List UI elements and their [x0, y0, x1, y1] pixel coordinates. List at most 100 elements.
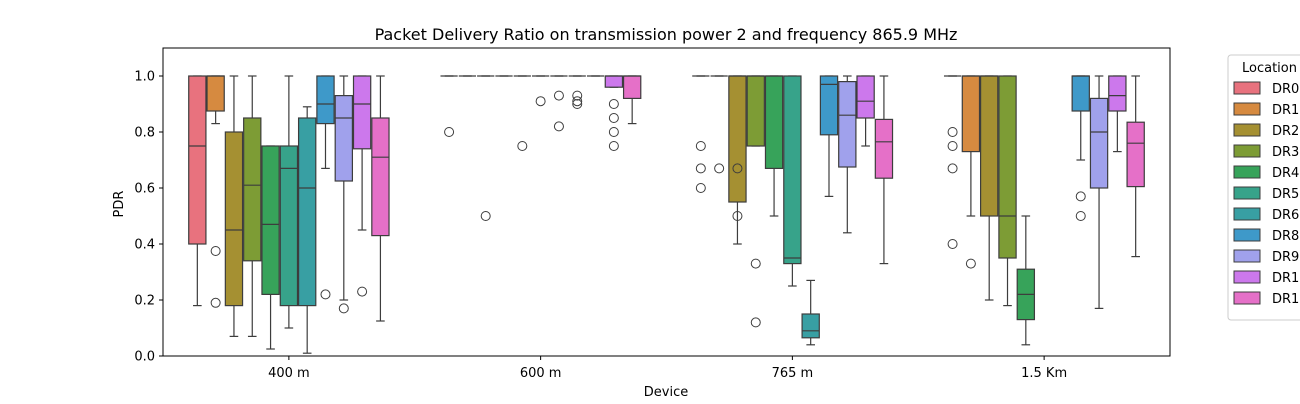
- y-tick-label: 0.2: [134, 294, 155, 309]
- legend: Location DR0 DR1 DR2 DR3 DR4 DR5 DR6 DR8 DR9 DR1 DR…: [1227, 54, 1300, 321]
- outlier-point: [947, 239, 958, 249]
- outlier-point: [947, 163, 958, 174]
- box-body: [764, 75, 784, 170]
- legend-swatch: [1233, 123, 1261, 137]
- x-tick-label: 1.5 Km: [1021, 366, 1067, 381]
- outlier-point: [714, 163, 725, 174]
- legend-label: DR4: [1272, 166, 1299, 181]
- box-body: [819, 75, 839, 136]
- outlier-point: [695, 163, 706, 174]
- box-body: [1089, 97, 1109, 189]
- outlier-point: [608, 141, 619, 151]
- outlier-point: [338, 303, 349, 314]
- legend-swatch: [1233, 207, 1261, 221]
- outlier-point: [320, 289, 331, 300]
- box-body: [838, 80, 857, 168]
- box-body: [856, 75, 875, 119]
- x-tick-label: 765 m: [772, 366, 814, 381]
- legend-label: DR6: [1272, 208, 1299, 223]
- y-tick-label: 0.4: [134, 238, 155, 253]
- outlier-point: [210, 297, 221, 308]
- legend-label: DR0: [1272, 82, 1299, 97]
- box-body: [188, 75, 207, 245]
- legend-label: DR2: [1272, 124, 1299, 139]
- legend-swatch: [1233, 81, 1261, 95]
- box-body: [316, 75, 335, 125]
- outlier-point: [732, 163, 743, 174]
- outlier-point: [750, 258, 761, 269]
- outlier-point: [517, 141, 528, 151]
- box-body: [874, 118, 894, 179]
- box-body: [352, 75, 372, 150]
- outlier-point: [947, 127, 958, 137]
- legend-swatch: [1233, 186, 1261, 200]
- legend-swatch: [1233, 249, 1261, 263]
- box-body: [1071, 75, 1090, 112]
- legend-swatch: [1233, 270, 1261, 284]
- legend-label: DR5: [1272, 187, 1299, 202]
- legend-label: DR3: [1272, 145, 1299, 160]
- outlier-point: [553, 121, 564, 132]
- y-tick-label: 0.0: [134, 350, 155, 365]
- box-body: [1126, 121, 1145, 188]
- box-body: [728, 75, 747, 203]
- outlier-point: [608, 127, 619, 137]
- box-body: [279, 145, 299, 307]
- outlier-point: [210, 246, 221, 256]
- legend-label: DR1: [1272, 292, 1299, 307]
- box-body: [622, 75, 642, 99]
- box-body: [261, 145, 280, 295]
- outlier-point: [480, 211, 491, 221]
- outlier-point: [553, 90, 564, 101]
- y-tick-label: 0.6: [134, 182, 155, 197]
- legend-swatch: [1233, 144, 1261, 158]
- outlier-point: [947, 141, 958, 151]
- outlier-point: [1075, 191, 1086, 202]
- legend-label: DR1: [1272, 103, 1299, 118]
- box-body: [746, 75, 765, 147]
- y-tick-label: 1.0: [134, 70, 155, 85]
- box-body: [979, 75, 999, 217]
- outlier-point: [750, 317, 761, 328]
- box-body: [297, 117, 317, 307]
- axes-frame: [162, 47, 1171, 357]
- legend-label: DR9: [1272, 250, 1299, 265]
- outlier-point: [732, 211, 743, 221]
- legend-swatch: [1233, 102, 1261, 116]
- outlier-point: [695, 141, 706, 151]
- outlier-point: [1075, 211, 1086, 221]
- legend-title: Location: [1242, 61, 1297, 76]
- box-body: [224, 131, 244, 307]
- outlier-point: [535, 96, 546, 107]
- legend-swatch: [1233, 165, 1261, 179]
- legend-swatch: [1233, 228, 1261, 242]
- outlier-point: [357, 286, 368, 297]
- box-body: [961, 75, 981, 153]
- outlier-point: [608, 113, 619, 123]
- box-body: [998, 75, 1017, 259]
- outlier-point: [572, 99, 583, 109]
- outlier-point: [965, 258, 976, 269]
- outlier-point: [572, 90, 583, 101]
- legend-swatch: [1233, 291, 1261, 305]
- box-body: [371, 117, 390, 237]
- box-body: [1108, 75, 1127, 112]
- legend-label: DR1: [1272, 271, 1299, 286]
- box-body: [243, 117, 262, 262]
- outlier-point: [572, 96, 583, 107]
- outlier-point: [695, 183, 706, 193]
- legend-label: DR8: [1272, 229, 1299, 244]
- outlier-point: [444, 127, 455, 137]
- box-body: [334, 94, 354, 182]
- chart-title: Packet Delivery Ratio on transmission po…: [375, 25, 958, 44]
- outlier-point: [608, 99, 619, 109]
- x-tick-label: 600 m: [520, 366, 562, 381]
- box-body: [206, 75, 225, 112]
- x-axis-label: Device: [644, 385, 688, 400]
- y-axis-label: PDR: [112, 191, 127, 218]
- box-body: [783, 75, 802, 265]
- x-tick-label: 400 m: [268, 366, 310, 381]
- plot-area: 0.0 0.2 0.4 0.6 0.8 1.0 400 m 600 m 765 m 1.5 Km: [134, 47, 1171, 381]
